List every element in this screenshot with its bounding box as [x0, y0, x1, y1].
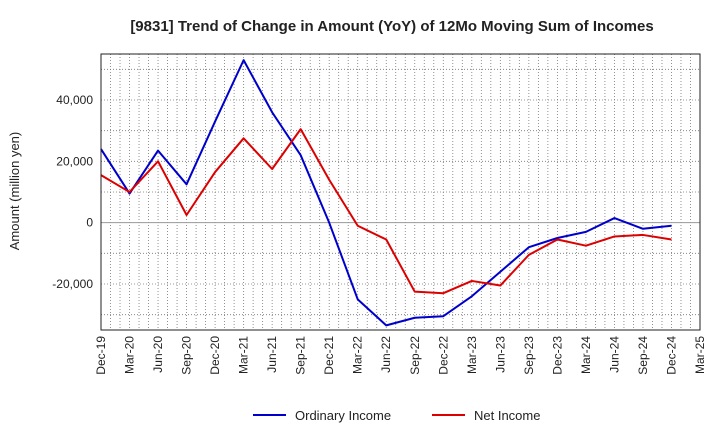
- x-tick-label: Sep-23: [522, 336, 536, 375]
- x-tick-label: Dec-19: [94, 336, 108, 375]
- x-tick-label: Sep-22: [408, 336, 422, 375]
- y-tick-label: 40,000: [56, 93, 93, 107]
- series-line: [100, 59, 672, 327]
- x-tick-label: Sep-21: [294, 336, 308, 375]
- x-tick-label: Dec-20: [208, 336, 222, 375]
- y-tick-labels: -20,000 0 20,000 40,000: [52, 93, 93, 291]
- legend-label: Ordinary Income: [295, 408, 391, 423]
- plot-frame: [100, 53, 701, 331]
- x-tick-label: Mar-20: [123, 336, 137, 374]
- y-axis-label: Amount (million yen): [7, 132, 22, 251]
- x-tick-label: Mar-25: [693, 336, 707, 374]
- x-tick-label: Mar-21: [237, 336, 251, 374]
- x-tick-label: Mar-23: [465, 336, 479, 374]
- y-tick-label: 0: [86, 216, 93, 230]
- legend-label: Net Income: [474, 408, 540, 423]
- x-tick-label: Jun-21: [265, 336, 279, 373]
- x-tick-label: Dec-22: [436, 336, 450, 375]
- series-lines: [100, 59, 672, 327]
- x-tick-label: Jun-23: [493, 336, 507, 373]
- x-tick-label: Mar-22: [351, 336, 365, 374]
- x-tick-label: Sep-24: [636, 336, 650, 375]
- legend: Ordinary Income Net Income: [253, 408, 540, 423]
- grid-lines: [100, 54, 701, 330]
- x-tick-label: Sep-20: [180, 336, 194, 375]
- x-tick-label: Jun-24: [607, 336, 621, 373]
- y-tick-label: -20,000: [52, 277, 93, 291]
- x-tick-label: Dec-21: [322, 336, 336, 375]
- x-tick-label: Dec-24: [664, 336, 678, 375]
- chart-title: [9831] Trend of Change in Amount (YoY) o…: [130, 18, 653, 35]
- x-tick-labels: Dec-19 Mar-20 Jun-20 Sep-20 Dec-20 Mar-21 Jun-…: [94, 336, 707, 375]
- y-tick-label: 20,000: [56, 154, 93, 168]
- x-tick-label: Dec-23: [550, 336, 564, 375]
- plot-area: [101, 54, 700, 330]
- x-tick-label: Jun-22: [379, 336, 393, 373]
- x-tick-label: Jun-20: [151, 336, 165, 373]
- x-tick-label: Mar-24: [579, 336, 593, 374]
- series-line: [100, 128, 672, 295]
